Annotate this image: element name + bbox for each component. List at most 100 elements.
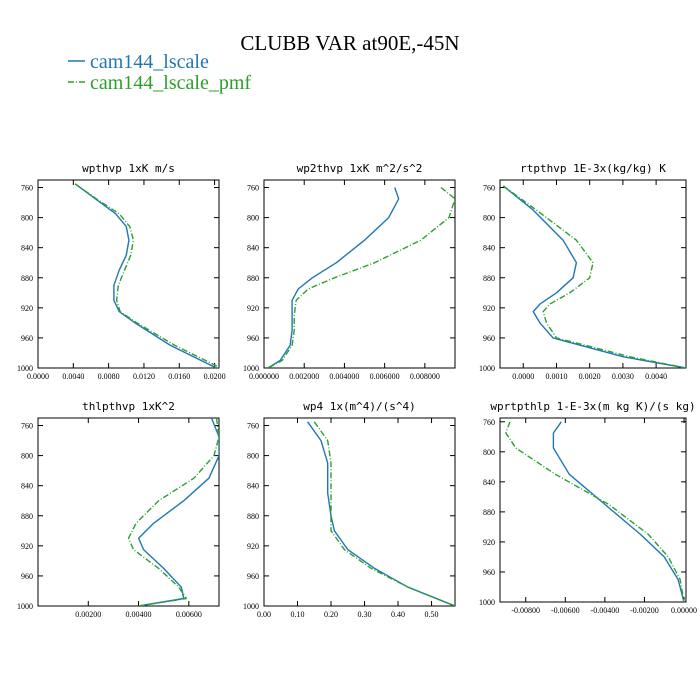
plot-frame: [263, 417, 456, 607]
series-line-cam144_lscale: [267, 187, 400, 368]
y-tick-label: 920: [483, 304, 495, 313]
x-tick-label: 0.20: [324, 610, 338, 619]
panel-title: rtpthvp 1E-3x(kg/kg) K: [520, 162, 666, 175]
y-tick-label: 760: [21, 184, 33, 193]
panel-title: thlpthvp 1xK^2: [82, 400, 175, 413]
plot-frame: [263, 179, 456, 369]
x-tick-label: 0.0040: [62, 372, 84, 381]
y-tick-label: 920: [483, 538, 495, 547]
x-tick-label: 0.10: [291, 610, 305, 619]
panels: wpthvp 1xK m/s 0.0000 0.0040 0.0080 0.0120 0.…: [17, 162, 697, 619]
plot-frame: [37, 179, 220, 369]
y-tick-label: 1000: [17, 602, 33, 611]
x-tick-label: 0.0120: [133, 372, 155, 381]
panel-1: wp2thvp 1xK m^2/s^2 0.000000 0.002000 0.004…: [243, 162, 456, 381]
series-line-cam144_lscale: [307, 421, 455, 606]
x-tick-label: 0.00: [257, 610, 271, 619]
x-tick-label: 0.002000: [289, 372, 319, 381]
series-line-cam144_lscale_pmf: [267, 186, 455, 368]
x-tick-label: 0.0040: [645, 372, 667, 381]
y-tick-label: 920: [21, 304, 33, 313]
series-line-cam144_lscale: [137, 418, 219, 606]
y-tick-label: 960: [483, 334, 495, 343]
x-tick-label: 0.000000: [249, 372, 279, 381]
x-tick-label: 0.006000: [370, 372, 400, 381]
x-tick-label: 0.0030: [612, 372, 634, 381]
x-tick-label: 0.30: [358, 610, 372, 619]
x-tick-label: -0.00600: [551, 606, 580, 615]
y-tick-label: 760: [247, 422, 259, 431]
panel-5: wprtpthlp 1-E-3x(m kg K)/(s kg) -0.00800 -…: [479, 400, 697, 615]
x-tick-label: 0.008000: [410, 372, 440, 381]
x-tick-label: 0.00200: [75, 610, 101, 619]
y-tick-label: 800: [483, 214, 495, 223]
y-tick-label: 880: [483, 508, 495, 517]
y-tick-label: 760: [483, 184, 495, 193]
x-tick-label: 0.0000: [512, 372, 534, 381]
y-tick-label: 760: [247, 184, 259, 193]
y-tick-label: 960: [21, 334, 33, 343]
y-tick-label: 840: [247, 244, 259, 253]
x-tick-label: 0.004000: [329, 372, 359, 381]
series-line-cam144_lscale_pmf: [74, 183, 219, 368]
legend: cam144_lscale cam144_lscale_pmf: [68, 51, 251, 94]
plot-frame: [499, 417, 687, 603]
y-tick-label: 960: [247, 572, 259, 581]
y-tick-label: 1000: [479, 598, 495, 607]
panel-4: wp4 1x(m^4)/(s^4) 0.00 0.10 0.20 0.30 0.40 0.5…: [243, 400, 456, 619]
x-tick-label: 0.50: [425, 610, 439, 619]
series-line-cam144_lscale_pmf: [502, 185, 686, 368]
y-tick-label: 840: [483, 244, 495, 253]
y-tick-label: 920: [21, 542, 33, 551]
y-tick-label: 960: [21, 572, 33, 581]
y-tick-label: 1000: [17, 364, 33, 373]
x-tick-label: 0.0010: [545, 372, 567, 381]
y-tick-label: 800: [21, 452, 33, 461]
y-tick-label: 840: [21, 482, 33, 491]
series-line-cam144_lscale: [74, 183, 217, 368]
y-tick-label: 840: [483, 478, 495, 487]
series-line-cam144_lscale: [552, 421, 685, 602]
y-tick-label: 800: [247, 214, 259, 223]
y-tick-label: 880: [247, 512, 259, 521]
x-tick-label: -0.00200: [630, 606, 659, 615]
y-tick-label: 1000: [243, 602, 259, 611]
x-tick-label: 0.00400: [126, 610, 152, 619]
plot-frame: [37, 417, 220, 607]
y-tick-label: 1000: [243, 364, 259, 373]
panel-2: rtpthvp 1E-3x(kg/kg) K 0.0000 0.0010 0.0020…: [479, 162, 687, 381]
y-tick-label: 760: [483, 418, 495, 427]
series-line-cam144_lscale_pmf: [127, 418, 219, 606]
panel-title: wp4 1x(m^4)/(s^4): [303, 400, 416, 413]
x-tick-label: 0.0200: [204, 372, 226, 381]
y-tick-label: 800: [247, 452, 259, 461]
panel-title: wprtpthlp 1-E-3x(m kg K)/(s kg): [490, 400, 695, 413]
x-tick-label: -0.00400: [591, 606, 620, 615]
x-tick-label: 0.0020: [579, 372, 601, 381]
series-line-cam144_lscale: [502, 185, 686, 368]
y-tick-label: 920: [247, 304, 259, 313]
y-tick-label: 760: [21, 422, 33, 431]
x-tick-label: 0.0000: [27, 372, 49, 381]
x-tick-label: 0.00600: [176, 610, 202, 619]
series-line-cam144_lscale_pmf: [505, 421, 685, 602]
panel-title: wp2thvp 1xK m^2/s^2: [297, 162, 423, 175]
x-tick-label: 0.40: [391, 610, 405, 619]
panel-0: wpthvp 1xK m/s 0.0000 0.0040 0.0080 0.0120 0.…: [17, 162, 226, 381]
y-tick-label: 800: [483, 448, 495, 457]
x-tick-label: -0.00800: [511, 606, 540, 615]
panel-title: wpthvp 1xK m/s: [82, 162, 175, 175]
y-tick-label: 920: [247, 542, 259, 551]
x-tick-label: 0.00000: [671, 606, 697, 615]
y-tick-label: 960: [483, 568, 495, 577]
figure-title: CLUBB VAR at90E,-45N: [240, 31, 459, 55]
series-line-cam144_lscale_pmf: [313, 421, 455, 606]
y-tick-label: 960: [247, 334, 259, 343]
y-tick-label: 880: [21, 274, 33, 283]
legend-label-0: cam144_lscale: [90, 51, 209, 73]
y-tick-label: 800: [21, 214, 33, 223]
y-tick-label: 1000: [479, 364, 495, 373]
y-tick-label: 880: [21, 512, 33, 521]
y-tick-label: 880: [247, 274, 259, 283]
